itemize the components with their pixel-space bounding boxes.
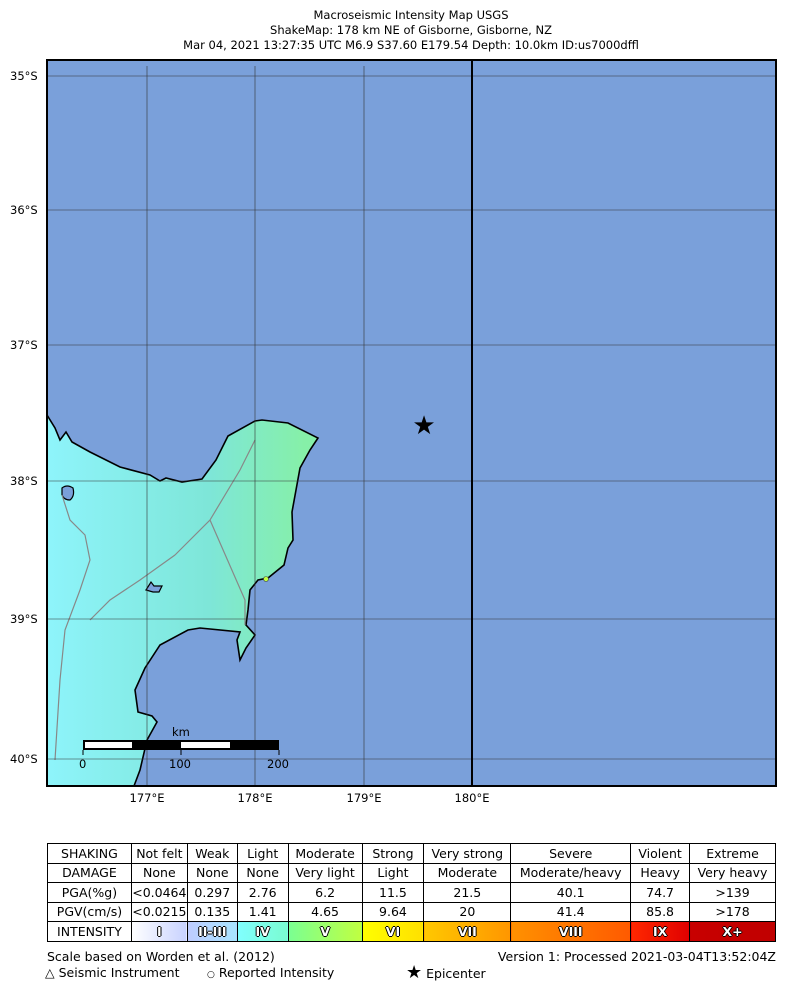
legend-cell: Moderate/heavy xyxy=(510,862,632,883)
intensity-legend-table: SHAKING Not felt Weak Light Moderate Strong Ve… xyxy=(47,843,776,942)
legend-cell: 6.2 xyxy=(287,882,363,903)
intensity-level: V xyxy=(287,921,363,942)
legend-cell: Very light xyxy=(287,862,363,883)
legend-cell: Very heavy xyxy=(689,862,776,883)
legend-cell: >178 xyxy=(689,901,776,922)
lon-label: 180°E xyxy=(454,791,490,805)
legend-row-header: SHAKING xyxy=(47,843,132,864)
legend-cell: 0.297 xyxy=(186,882,238,903)
legend-cell: Violent xyxy=(630,843,691,864)
legend-cell: Very strong xyxy=(423,843,512,864)
legend-row: DAMAGE None None None Very light Light Moderat… xyxy=(47,862,776,883)
legend-cell: <0.0215 xyxy=(130,901,188,922)
legend-cell: 1.41 xyxy=(236,901,289,922)
legend-cell: None xyxy=(130,862,188,883)
seismic-instrument-label: Seismic Instrument xyxy=(58,965,180,980)
legend-cell: Not felt xyxy=(130,843,188,864)
epicenter-label: Epicenter xyxy=(426,966,486,981)
legend-row-header: INTENSITY xyxy=(47,921,132,942)
map-subtitle: ShakeMap: 178 km NE of Gisborne, Gisborn… xyxy=(270,23,552,37)
legend-cell: >139 xyxy=(689,882,776,903)
scale-tick: 0 xyxy=(79,757,87,771)
scale-bar xyxy=(82,740,280,755)
event-details: Mar 04, 2021 13:27:35 UTC M6.9 S37.60 E1… xyxy=(183,38,639,52)
lat-label: 40°S xyxy=(10,752,38,766)
legend-row-header: PGA(%g) xyxy=(47,882,132,903)
intensity-level: I xyxy=(130,921,188,942)
legend-row: PGA(%g) <0.0464 0.297 2.76 6.2 11.5 21.5 40.1 74… xyxy=(47,882,776,903)
intensity-row: INTENSITY I II-III IV V VI VII VIII IX X+ xyxy=(47,921,776,942)
region-boundaries xyxy=(54,439,256,761)
lat-label: 39°S xyxy=(10,612,38,626)
lon-label: 178°E xyxy=(237,791,273,805)
graticule xyxy=(47,66,776,786)
legend-cell: Moderate xyxy=(423,862,512,883)
legend-cell: 21.5 xyxy=(423,882,512,903)
lat-label: 36°S xyxy=(10,203,38,217)
legend-cell: Severe xyxy=(510,843,632,864)
lat-label: 38°S xyxy=(10,474,38,488)
land-north-island xyxy=(46,412,320,787)
ocean xyxy=(47,60,776,786)
legend-cell: Heavy xyxy=(630,862,691,883)
intensity-level: VIII xyxy=(510,921,632,942)
map-title: Macroseismic Intensity Map USGS xyxy=(313,8,509,22)
legend-cell: None xyxy=(236,862,289,883)
lake-rotorua xyxy=(61,485,75,501)
star-icon: ★ xyxy=(406,962,423,983)
legend-cell: Weak xyxy=(186,843,238,864)
intensity-level: IX xyxy=(630,921,691,942)
legend-cell: 2.76 xyxy=(236,882,289,903)
intensity-level: II-III xyxy=(186,921,238,942)
legend-cell: 40.1 xyxy=(510,882,632,903)
lake-waikaremoana xyxy=(145,580,163,593)
circle-icon: ○ xyxy=(207,970,215,980)
legend-cell: None xyxy=(186,862,238,883)
legend-row: SHAKING Not felt Weak Light Moderate Strong Ve… xyxy=(47,843,776,864)
reported-intensity-label: Reported Intensity xyxy=(218,965,335,980)
map-frame xyxy=(46,59,777,787)
lat-label: 35°S xyxy=(10,69,38,83)
legend-cell: 0.135 xyxy=(186,901,238,922)
epicenter-star-icon: ★ xyxy=(412,411,435,441)
legend-row-header: PGV(cm/s) xyxy=(47,901,132,922)
legend-cell: Light xyxy=(236,843,289,864)
version-info: Version 1: Processed 2021-03-04T13:52:04… xyxy=(497,949,776,964)
legend-cell: 20 xyxy=(423,901,512,922)
legend-row-header: DAMAGE xyxy=(47,862,132,883)
lon-label: 177°E xyxy=(129,791,165,805)
legend-row: PGV(cm/s) <0.0215 0.135 1.41 4.65 9.64 20 41.4 8… xyxy=(47,901,776,922)
legend-cell: Moderate xyxy=(287,843,363,864)
legend-cell: <0.0464 xyxy=(130,882,188,903)
legend-cell: Strong xyxy=(361,843,425,864)
scale-tick: 100 xyxy=(169,757,191,771)
legend-cell: 4.65 xyxy=(287,901,363,922)
scale-tick: 200 xyxy=(267,757,289,771)
triangle-icon: △ xyxy=(45,965,55,980)
lat-label: 37°S xyxy=(10,338,38,352)
map: ★ xyxy=(46,59,777,787)
reported-intensity-marker xyxy=(263,576,269,582)
legend-cell: 11.5 xyxy=(361,882,425,903)
legend-cell: 41.4 xyxy=(510,901,632,922)
legend-cell: 9.64 xyxy=(361,901,425,922)
legend-cell: 74.7 xyxy=(630,882,691,903)
scale-unit: km xyxy=(172,725,190,739)
intensity-level: X+ xyxy=(689,921,776,942)
scale-note: Scale based on Worden et al. (2012) xyxy=(47,949,275,964)
legend-cell: Light xyxy=(361,862,425,883)
intensity-level: VII xyxy=(423,921,512,942)
intensity-level: VI xyxy=(361,921,425,942)
legend-cell: 85.8 xyxy=(630,901,691,922)
legend-cell: Extreme xyxy=(689,843,776,864)
intensity-level: IV xyxy=(236,921,289,942)
lon-label: 179°E xyxy=(346,791,382,805)
